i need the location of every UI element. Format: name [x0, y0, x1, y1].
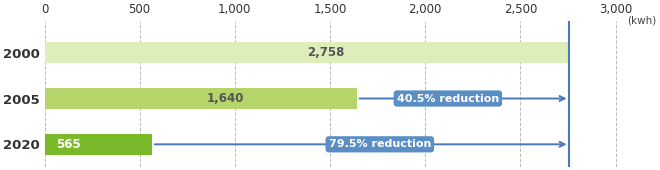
Text: (kwh): (kwh)	[627, 16, 656, 26]
Text: 1,640: 1,640	[207, 92, 244, 105]
Bar	[44, 88, 356, 109]
Text: 79.5% reduction: 79.5% reduction	[329, 139, 431, 149]
Text: 2,758: 2,758	[307, 46, 345, 59]
Bar	[44, 134, 152, 155]
Bar	[44, 42, 570, 63]
Text: 40.5% reduction: 40.5% reduction	[397, 94, 499, 104]
Text: 565: 565	[56, 138, 81, 151]
